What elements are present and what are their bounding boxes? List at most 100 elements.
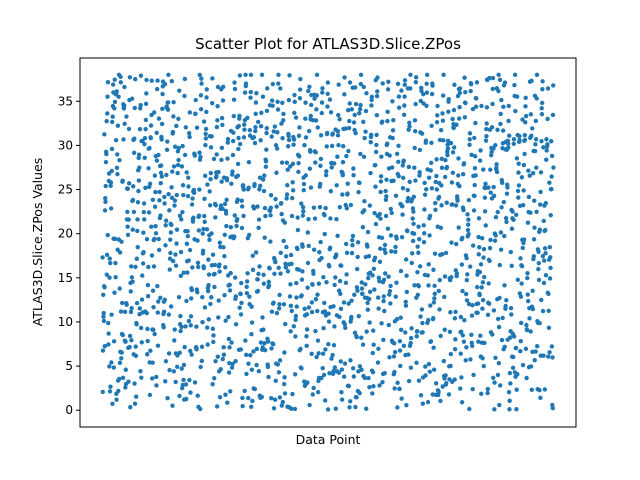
data-point xyxy=(314,107,319,112)
data-point xyxy=(388,233,394,238)
data-point xyxy=(207,237,212,243)
data-point xyxy=(309,102,314,108)
data-point xyxy=(291,142,296,147)
data-point xyxy=(276,306,282,311)
data-point xyxy=(482,195,488,200)
data-point xyxy=(451,125,456,131)
data-point xyxy=(198,93,204,98)
data-point xyxy=(170,129,176,135)
data-point xyxy=(326,319,332,324)
data-point xyxy=(496,324,502,330)
data-point xyxy=(495,209,500,215)
data-point xyxy=(499,337,505,343)
data-point xyxy=(290,188,296,193)
data-point xyxy=(470,343,475,349)
data-point xyxy=(445,146,451,151)
data-point xyxy=(379,321,384,326)
data-point xyxy=(279,160,285,165)
data-point xyxy=(297,87,303,92)
data-point xyxy=(288,329,293,334)
data-point xyxy=(266,283,272,288)
data-point xyxy=(118,80,124,85)
data-point xyxy=(188,390,193,395)
data-point xyxy=(168,237,173,242)
data-point xyxy=(182,93,187,99)
data-point xyxy=(406,164,412,170)
data-point xyxy=(474,96,479,101)
data-point xyxy=(374,132,379,138)
data-point xyxy=(543,251,548,256)
data-point xyxy=(306,217,311,222)
data-point xyxy=(195,260,201,266)
data-point xyxy=(378,189,383,195)
data-point xyxy=(135,245,140,250)
data-point xyxy=(480,297,486,303)
data-point xyxy=(412,128,418,134)
data-point xyxy=(457,86,463,91)
data-point xyxy=(390,99,395,104)
data-point xyxy=(223,265,228,270)
data-point xyxy=(184,396,189,402)
data-point xyxy=(542,387,548,392)
data-point xyxy=(527,173,532,178)
data-point xyxy=(187,134,192,140)
data-point xyxy=(502,233,507,239)
data-point xyxy=(493,143,498,148)
data-point xyxy=(534,165,539,170)
data-point xyxy=(376,275,382,281)
data-point xyxy=(412,283,417,288)
data-point xyxy=(305,260,311,266)
data-point xyxy=(195,393,200,398)
data-point xyxy=(313,328,318,334)
data-point xyxy=(372,287,377,292)
data-point xyxy=(454,271,460,276)
data-point xyxy=(406,378,412,384)
data-point xyxy=(400,212,405,217)
data-point xyxy=(220,122,225,128)
data-point xyxy=(194,125,200,130)
data-point xyxy=(400,185,406,191)
data-point xyxy=(100,389,105,395)
data-point xyxy=(345,107,351,113)
data-point xyxy=(487,245,493,251)
data-point xyxy=(502,283,507,288)
data-point xyxy=(249,304,254,309)
data-point xyxy=(244,371,249,377)
data-point xyxy=(146,264,151,270)
data-point xyxy=(236,135,241,141)
data-point xyxy=(410,251,415,256)
data-point xyxy=(531,237,537,242)
data-point xyxy=(292,372,298,377)
data-point xyxy=(343,126,348,131)
data-point xyxy=(164,172,169,178)
data-point xyxy=(350,243,355,248)
data-point xyxy=(435,113,440,118)
data-point xyxy=(240,403,245,409)
data-point xyxy=(187,110,193,115)
data-point xyxy=(373,149,379,155)
data-point xyxy=(198,364,203,370)
data-point xyxy=(340,172,345,178)
data-point xyxy=(199,76,204,81)
data-point xyxy=(504,298,509,303)
data-point xyxy=(417,147,423,153)
data-point xyxy=(419,85,424,90)
data-point xyxy=(357,111,362,116)
data-point xyxy=(123,367,128,372)
data-point xyxy=(374,93,380,99)
data-point xyxy=(276,265,281,271)
data-point xyxy=(311,385,316,391)
data-point xyxy=(464,345,469,350)
data-point xyxy=(484,121,489,126)
data-point xyxy=(229,340,234,345)
data-point xyxy=(499,205,504,210)
data-point xyxy=(436,288,442,294)
data-point xyxy=(148,135,154,141)
data-point xyxy=(256,225,261,231)
data-point xyxy=(105,111,110,116)
data-point xyxy=(457,104,462,110)
data-point xyxy=(376,306,381,311)
data-point xyxy=(256,368,262,374)
data-point xyxy=(518,256,523,261)
data-point xyxy=(492,407,497,412)
